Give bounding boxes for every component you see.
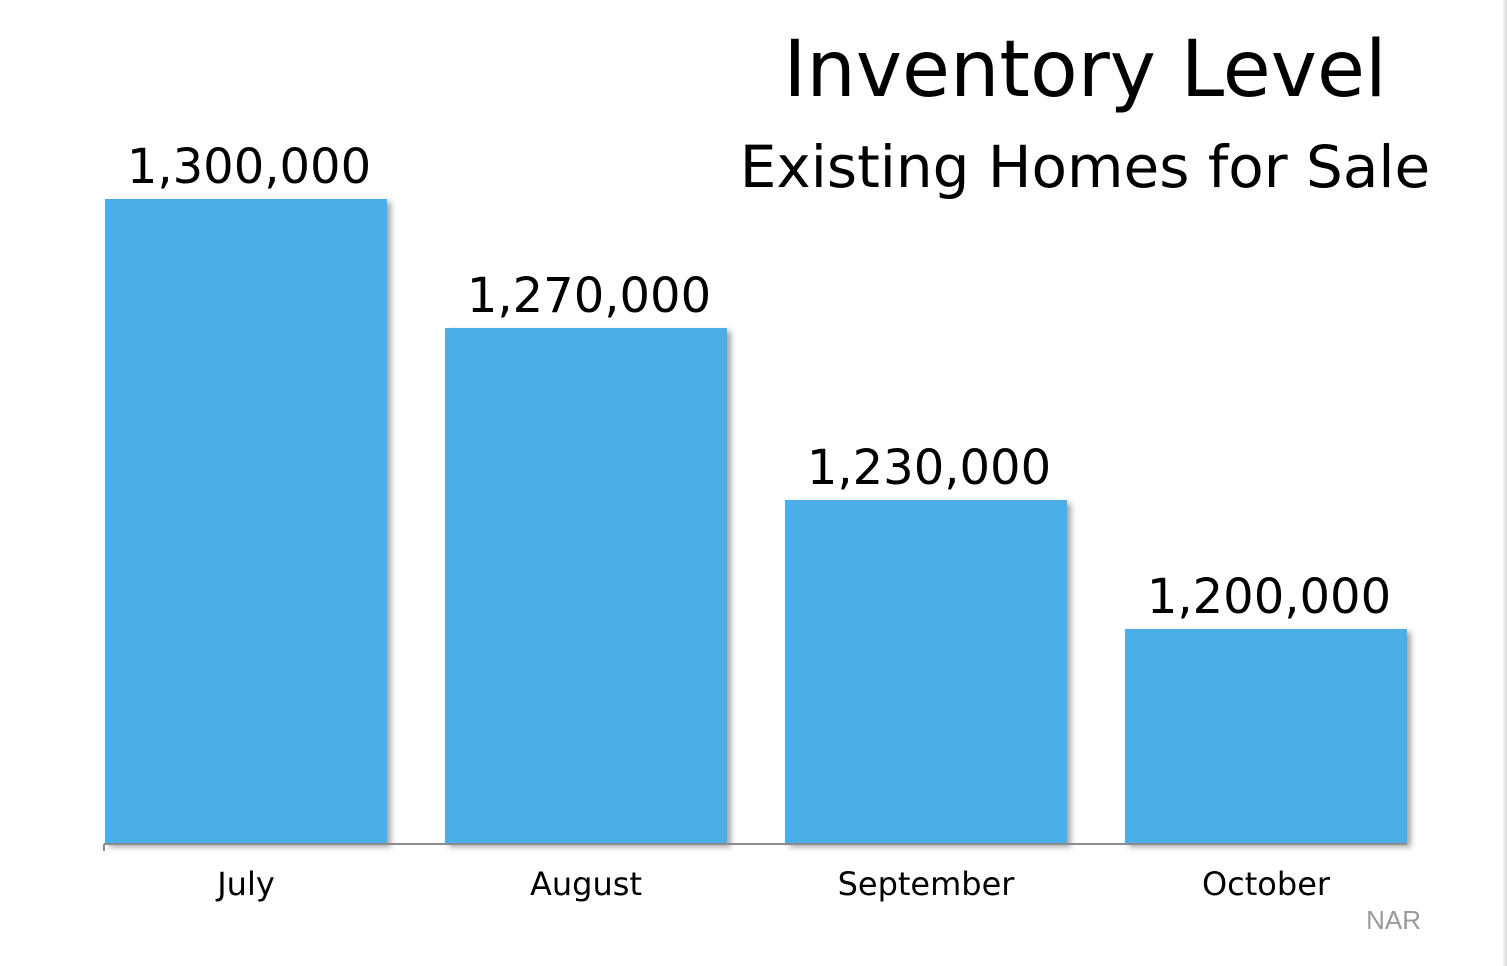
bar-july — [105, 199, 387, 844]
value-label-september: 1,230,000 — [807, 440, 1051, 496]
bar-september — [785, 500, 1067, 844]
category-label-october: October — [1202, 865, 1331, 903]
bar-august — [445, 328, 727, 844]
value-labels-group: 1,300,000 1,270,000 1,230,000 1,200,000 — [127, 139, 1391, 625]
category-labels-group: July August September October — [215, 865, 1331, 903]
chart-subtitle: Existing Homes for Sale — [740, 133, 1430, 201]
category-label-august: August — [530, 865, 642, 903]
bar-october — [1125, 629, 1407, 844]
value-label-july: 1,300,000 — [127, 139, 371, 195]
category-label-september: September — [838, 865, 1016, 903]
source-label: NAR — [1366, 905, 1421, 935]
page-edge-shadow — [1503, 0, 1507, 966]
category-label-july: July — [215, 865, 275, 903]
chart-title: Inventory Level — [783, 25, 1386, 115]
value-label-august: 1,270,000 — [467, 268, 711, 324]
bars-group — [105, 199, 1407, 844]
value-label-october: 1,200,000 — [1147, 569, 1391, 625]
